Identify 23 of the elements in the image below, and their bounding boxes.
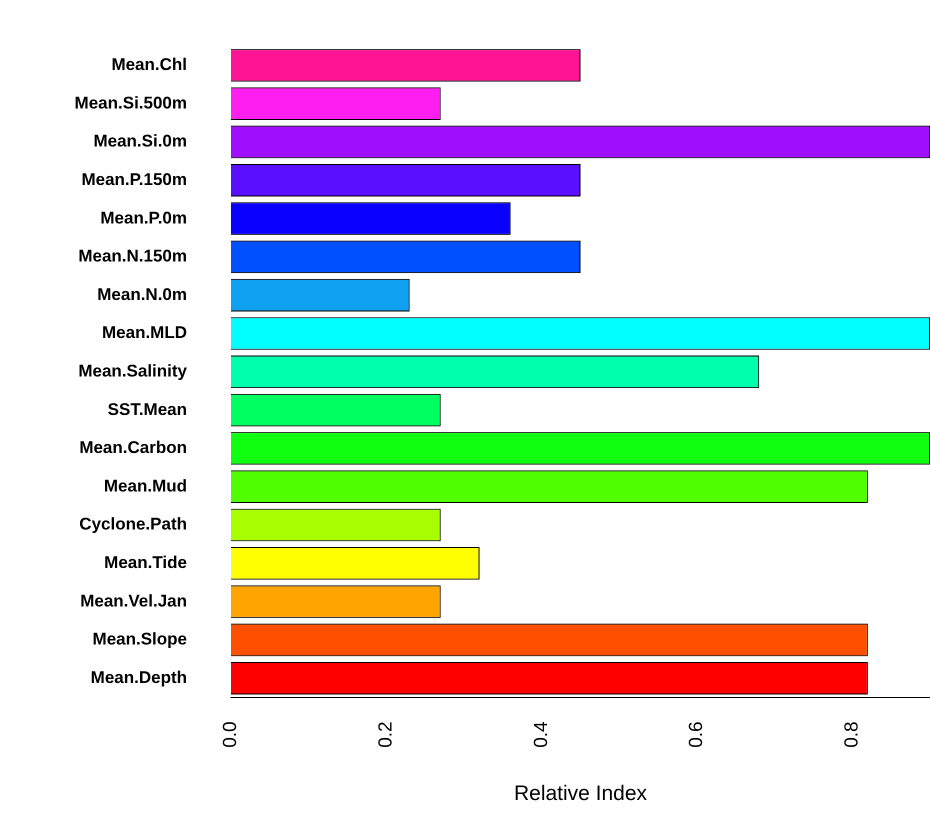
y-tick-label: Mean.Vel.Jan	[80, 591, 187, 610]
y-tick-label: Mean.Si.0m	[93, 132, 187, 151]
y-tick-label: Mean.P.150m	[81, 170, 187, 189]
x-axis-title: Relative Index	[514, 782, 648, 806]
y-tick-label: Mean.Depth	[90, 668, 187, 687]
y-tick-label: Mean.N.150m	[78, 246, 187, 266]
y-tick-label: Mean.P.0m	[100, 208, 187, 228]
y-tick-label: Mean.Salinity	[78, 361, 188, 380]
x-tick-label: 0.4	[530, 720, 552, 748]
y-tick-label: Mean.Tide	[104, 553, 187, 572]
y-tick-label: Mean.MLD	[102, 323, 187, 342]
y-tick-label: Mean.N.0m	[97, 284, 187, 304]
y-tick-label: SST.Mean	[108, 400, 187, 419]
y-tick-label: Mean.Slope	[92, 630, 187, 649]
y-tick-label: Mean.Mud	[104, 476, 187, 496]
x-tick-label: 0.8	[842, 721, 863, 748]
y-tick-label: Cyclone.Path	[79, 514, 187, 534]
x-tick-label: 0.0	[220, 721, 242, 748]
y-tick-label: Mean.Chl	[111, 55, 187, 74]
y-tick-label: Mean.Si.500m	[74, 93, 187, 112]
y-tick-label: Mean.Carbon	[79, 438, 187, 458]
x-tick-label: 0.6	[686, 721, 708, 748]
x-tick-label: 0.2	[376, 721, 397, 748]
